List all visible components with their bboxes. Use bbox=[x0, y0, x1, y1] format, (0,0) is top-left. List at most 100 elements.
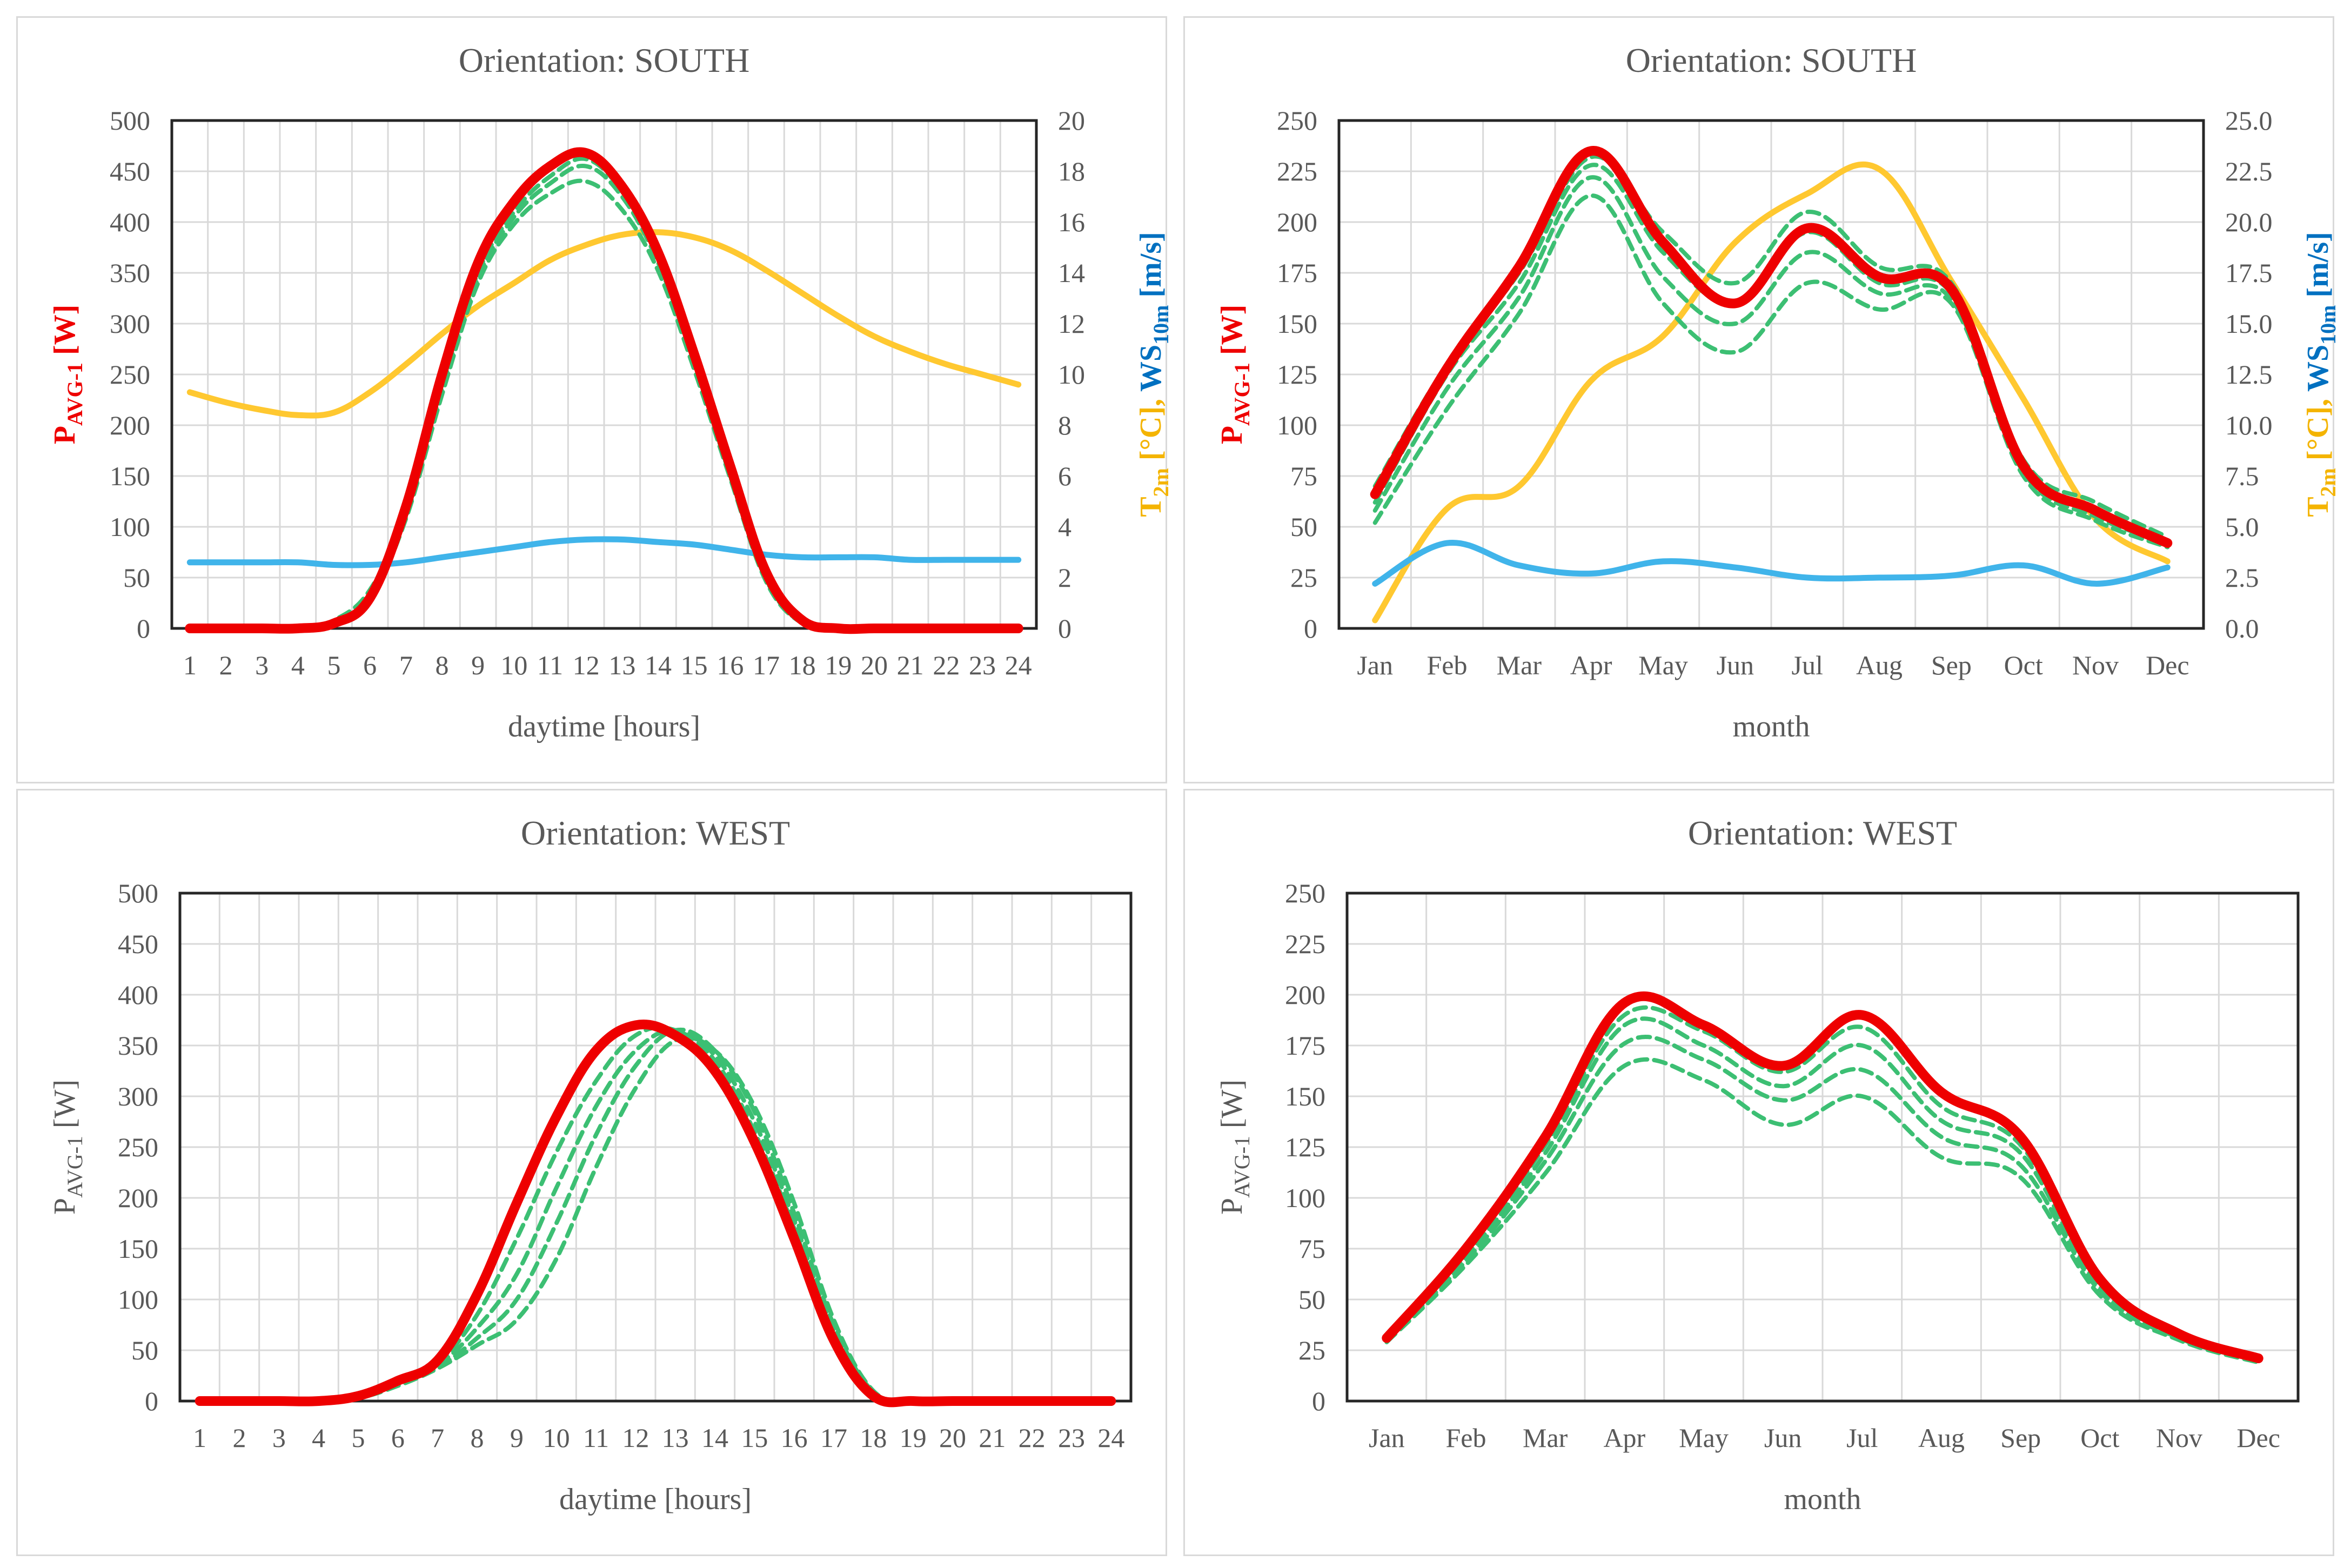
y2-tick-label: 25.0 bbox=[2225, 105, 2273, 136]
x-tick-label: 5 bbox=[327, 650, 341, 680]
plot-frame bbox=[1345, 892, 2300, 1403]
x-axis-label: month bbox=[1732, 710, 1810, 743]
x-tick-label: 24 bbox=[1005, 650, 1032, 680]
y2-tick-label: 22.5 bbox=[2225, 156, 2273, 186]
x-tick-label: 19 bbox=[825, 650, 852, 680]
y2-label-temp-unit: [°C], bbox=[2301, 392, 2335, 468]
x-tick-label: 6 bbox=[391, 1423, 405, 1453]
y-tick-label: 225 bbox=[1285, 929, 1325, 959]
x-tick-label: 20 bbox=[939, 1423, 966, 1453]
y-axis-label-unit: [W] bbox=[48, 305, 82, 363]
chart-south-monthly: Orientation: SOUTH 0 25 50 75 100 125 150 175 200… bbox=[1215, 41, 2340, 743]
series-line-temp bbox=[186, 229, 1022, 419]
y2-label-wind-unit: [m/s] bbox=[1134, 232, 1168, 305]
y-tick-label: 200 bbox=[1285, 980, 1325, 1010]
chart-title: Orientation: SOUTH bbox=[1626, 41, 1917, 79]
y-tick-label: 50 bbox=[1298, 1284, 1325, 1315]
y2-tick-label: 12 bbox=[1058, 309, 1085, 339]
y-tick-label: 450 bbox=[110, 156, 150, 186]
x-tick-label: 19 bbox=[900, 1423, 927, 1453]
chart-south-daily-panel: Orientation: SOUTH 0 50 100 150 200 250 300 350 4… bbox=[16, 16, 1173, 783]
y-tick-label: 0 bbox=[145, 1386, 158, 1416]
y-tick-label: 125 bbox=[1285, 1132, 1325, 1162]
y-tick-label: 200 bbox=[110, 410, 150, 440]
y-tick-label: 400 bbox=[110, 207, 150, 237]
y2-label-wind: WS bbox=[1134, 345, 1168, 392]
y2-label-temp: T bbox=[1134, 497, 1168, 517]
y2-tick-label: 14 bbox=[1058, 258, 1085, 288]
y2-tick-label: 8 bbox=[1058, 410, 1071, 440]
x-tick-label: 1 bbox=[183, 650, 197, 680]
y-axis-label-base: P bbox=[1215, 426, 1249, 444]
y-axis-label-unit: [W] bbox=[1215, 1080, 1249, 1136]
y-tick-label: 200 bbox=[118, 1183, 158, 1213]
y-tick-label: 250 bbox=[1277, 105, 1317, 136]
x-tick-label: Jan bbox=[1357, 650, 1393, 680]
y2-tick-label: 2.5 bbox=[2225, 562, 2259, 593]
x-tick-label: 17 bbox=[820, 1423, 847, 1453]
x-tick-label: 14 bbox=[701, 1423, 728, 1453]
x-tick-label: 7 bbox=[399, 650, 413, 680]
y2-tick-label: 20 bbox=[1058, 105, 1085, 136]
x-tick-label: Nov bbox=[2156, 1423, 2202, 1453]
x-tick-label: 21 bbox=[979, 1423, 1006, 1453]
y-tick-label: 300 bbox=[110, 309, 150, 339]
y-tick-label: 150 bbox=[1277, 309, 1317, 339]
x-tick-label: 11 bbox=[537, 650, 563, 680]
y2-label-temp: T bbox=[2301, 497, 2335, 517]
x-tick-label: 10 bbox=[543, 1423, 570, 1453]
y-tick-label: 0 bbox=[1312, 1386, 1325, 1416]
plot-frame bbox=[178, 892, 1133, 1403]
chart-west-monthly: Orientation: WEST 0 25 50 75 100 125 150 175 200 2… bbox=[1215, 814, 2300, 1516]
chart-south-monthly-panel: Orientation: SOUTH 0 25 50 75 100 125 150 175 200… bbox=[1183, 16, 2340, 783]
x-tick-label: 15 bbox=[741, 1423, 768, 1453]
y-tick-label: 75 bbox=[1290, 461, 1317, 491]
y-tick-label: 350 bbox=[118, 1030, 158, 1061]
x-tick-label: 9 bbox=[471, 650, 485, 680]
y-axis-label-unit: [W] bbox=[48, 1080, 82, 1136]
plot-frame bbox=[1337, 119, 2205, 630]
y2-tick-label: 10 bbox=[1058, 359, 1085, 390]
series-line-actual bbox=[195, 1019, 1116, 1408]
y2-tick-label: 15.0 bbox=[2225, 309, 2273, 339]
x-tick-label: 8 bbox=[436, 650, 449, 680]
x-tick-label: 13 bbox=[608, 650, 635, 680]
x-tick-label: Oct bbox=[2080, 1423, 2119, 1453]
x-tick-label: 3 bbox=[255, 650, 269, 680]
x-tick-label: May bbox=[1679, 1423, 1729, 1453]
y2-axis-label: T2m [°C], WS10m [m/s] bbox=[2301, 232, 2340, 517]
y-tick-label: 500 bbox=[110, 105, 150, 136]
x-tick-label: 17 bbox=[753, 650, 780, 680]
series-group bbox=[195, 1019, 1116, 1408]
y-axis-label-unit: [W] bbox=[1215, 305, 1249, 363]
chart-title: Orientation: SOUTH bbox=[459, 41, 750, 79]
gridlines bbox=[180, 893, 1131, 1401]
x-tick-label: 11 bbox=[583, 1423, 609, 1453]
y-tick-label: 250 bbox=[1285, 878, 1325, 908]
chart-west-monthly-panel: Orientation: WEST 0 25 50 75 100 125 150 175 200 2… bbox=[1183, 789, 2334, 1556]
y2-label-temp-unit: [°C], bbox=[1134, 392, 1168, 468]
y-tick-label: 150 bbox=[110, 461, 150, 491]
x-tick-label: 9 bbox=[510, 1423, 524, 1453]
series-group bbox=[1370, 146, 2173, 624]
y2-tick-label: 18 bbox=[1058, 156, 1085, 186]
gridlines bbox=[1339, 120, 2204, 628]
x-axis-label: month bbox=[1784, 1483, 1861, 1516]
x-tick-label: Jan bbox=[1369, 1423, 1405, 1453]
y2-tick-label: 6 bbox=[1058, 461, 1071, 491]
y-tick-label: 150 bbox=[118, 1234, 158, 1264]
y-axis-label-sub: AVG-1 bbox=[1230, 363, 1254, 426]
y-tick-label: 250 bbox=[110, 359, 150, 390]
gridlines bbox=[1347, 893, 2298, 1401]
y2-tick-label: 4 bbox=[1058, 512, 1071, 542]
x-tick-label: Sep bbox=[2000, 1423, 2041, 1453]
x-tick-label: Feb bbox=[1427, 650, 1468, 680]
x-tick-label: 23 bbox=[969, 650, 996, 680]
plot-frame bbox=[170, 119, 1038, 630]
x-tick-label: Jul bbox=[1791, 650, 1823, 680]
y-tick-label: 50 bbox=[123, 562, 150, 593]
series-line-actual bbox=[1370, 146, 2173, 548]
series-line-temp bbox=[1372, 161, 2171, 624]
series-line-actual bbox=[1382, 991, 2263, 1363]
y-tick-label: 500 bbox=[118, 878, 158, 908]
